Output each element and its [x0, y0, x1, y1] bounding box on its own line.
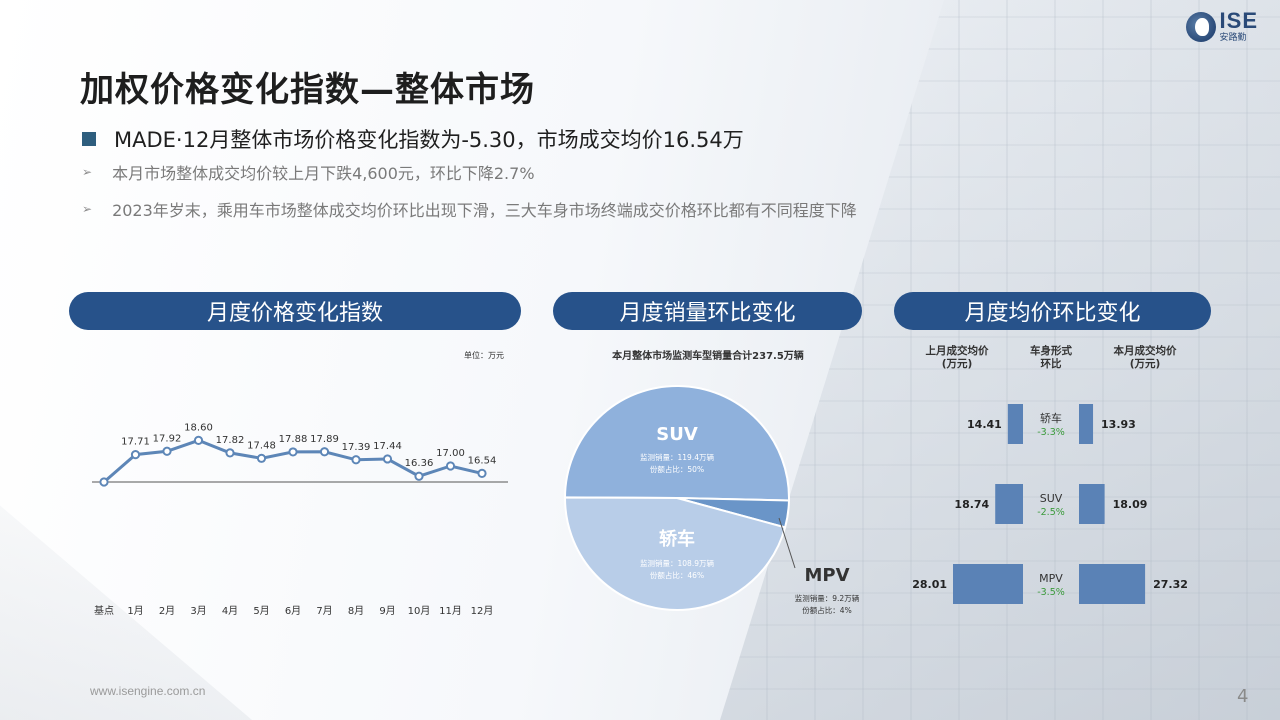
body-type-label: SUV	[1040, 492, 1063, 505]
data-point	[319, 447, 330, 457]
data-label: 17.71	[121, 437, 150, 448]
pie-share-suv: 份额占比：50%	[650, 464, 704, 474]
panel-header-price: 月度均价环比变化	[894, 292, 1211, 330]
change-label: -3.5%	[1037, 587, 1065, 598]
data-label: 17.82	[216, 435, 245, 446]
data-point	[351, 455, 361, 465]
bar-curr-price	[1079, 484, 1105, 524]
bar-curr-price	[1079, 404, 1094, 444]
change-label: -3.3%	[1037, 427, 1065, 438]
x-tick-label: 1月	[127, 605, 143, 617]
value-prev-price: 28.01	[912, 578, 947, 591]
x-tick-label: 12月	[471, 605, 494, 617]
data-point	[382, 454, 393, 464]
change-label: -2.5%	[1037, 507, 1065, 518]
bullet-item: ➢ 2023年岁末，乘用车市场整体成交均价环比出现下滑，三大车身市场终端成交价格…	[82, 197, 857, 221]
pie-title: 本月整体市场监测车型销量合计237.5万辆	[612, 349, 804, 362]
arrow-bullet-icon: ➢	[82, 165, 93, 179]
data-label: 16.54	[468, 455, 497, 466]
value-curr-price: 13.93	[1101, 418, 1136, 431]
data-point	[256, 453, 267, 463]
logo-sub-text: 安路勤	[1219, 33, 1247, 43]
page-number: 4	[1237, 686, 1249, 707]
panel-header-sales: 月度销量环比变化	[553, 292, 862, 330]
pie-volume-suv: 监测销量：119.4万辆	[640, 452, 714, 462]
pie-volume-mpv: 监测销量：9.2万辆	[795, 593, 860, 603]
x-tick-label: 5月	[253, 605, 269, 617]
bar-prev-price	[1007, 404, 1023, 444]
x-tick-label: 4月	[222, 605, 238, 617]
sales-pie-chart: 本月整体市场监测车型销量合计237.5万辆 SUV 监测销量：119.4万辆 份…	[563, 349, 860, 615]
x-tick-label: 9月	[379, 605, 395, 617]
bar-prev-price	[953, 564, 1023, 604]
pie-slice-0	[563, 384, 790, 502]
x-tick-label: 基点	[94, 604, 114, 617]
data-label: 17.92	[153, 433, 182, 444]
x-tick-label: 6月	[285, 605, 301, 617]
value-curr-price: 18.09	[1113, 498, 1148, 511]
page-title: 加权价格变化指数—整体市场	[80, 70, 535, 110]
value-curr-price: 27.32	[1153, 578, 1188, 591]
header-curr-price: (万元)	[1130, 358, 1161, 370]
header-curr-price: 本月成交均价	[1114, 344, 1177, 357]
logo-icon	[1185, 11, 1216, 42]
pie-label-suv: SUV	[656, 424, 698, 445]
body-type-label: MPV	[1039, 572, 1063, 585]
bar-prev-price	[995, 484, 1023, 524]
unit-label: 单位：万元	[464, 350, 504, 360]
mpv-leader-line	[778, 517, 796, 569]
pie-volume-car: 监测销量：108.9万辆	[640, 558, 714, 568]
data-point	[288, 447, 298, 457]
value-prev-price: 14.41	[967, 418, 1002, 431]
data-label: 17.48	[247, 440, 276, 451]
headline: MADE·12月整体市场价格变化指数为-5.30，市场成交均价16.54万	[82, 124, 744, 154]
x-tick-label: 10月	[408, 605, 431, 617]
data-label: 17.00	[436, 448, 465, 459]
header-body-change: 车身形式	[1030, 344, 1072, 357]
data-label: 16.36	[405, 458, 434, 469]
value-prev-price: 18.74	[954, 498, 989, 511]
bullet-text: 本月市场整体成交均价较上月下跌4,600元，环比下降2.7%	[112, 164, 535, 183]
bullet-item: ➢ 本月市场整体成交均价较上月下跌4,600元，环比下降2.7%	[82, 160, 535, 184]
arrow-bullet-icon: ➢	[82, 202, 93, 216]
data-point	[225, 448, 235, 458]
data-point	[414, 471, 424, 481]
data-label: 18.60	[184, 422, 213, 433]
pie-label-car: 轿车	[659, 528, 695, 550]
data-label: 17.39	[342, 442, 371, 453]
x-tick-label: 2月	[159, 605, 175, 617]
data-label: 17.44	[373, 441, 402, 452]
data-point	[162, 446, 172, 456]
pie-slice-2	[563, 496, 787, 611]
logo-main-text: ISE	[1219, 8, 1258, 33]
header-prev-price: 上月成交均价	[926, 344, 989, 357]
x-tick-label: 7月	[316, 605, 332, 617]
x-tick-label: 8月	[348, 605, 364, 617]
data-point	[193, 435, 204, 446]
data-point	[445, 461, 456, 471]
data-label: 17.89	[310, 434, 339, 445]
bullet-text: 2023年岁末，乘用车市场整体成交均价环比出现下滑，三大车身市场终端成交价格环比…	[112, 201, 857, 220]
pie-share-mpv: 份额占比：4%	[802, 605, 851, 615]
data-point	[477, 468, 487, 478]
header-prev-price: (万元)	[942, 358, 973, 370]
pie-share-car: 份额占比：46%	[650, 570, 704, 580]
x-tick-label: 11月	[439, 605, 462, 617]
headline-text: MADE·12月整体市场价格变化指数为-5.30，市场成交均价16.54万	[114, 128, 744, 152]
body-type-label: 轿车	[1040, 411, 1062, 425]
data-label: 17.88	[279, 434, 308, 445]
panel-header-index: 月度价格变化指数	[69, 292, 521, 330]
square-bullet-icon	[82, 132, 96, 146]
x-tick-label: 3月	[190, 605, 206, 617]
company-logo: ISE 安路勤	[1185, 8, 1258, 43]
data-point	[130, 450, 141, 460]
pie-label-mpv: MPV	[804, 565, 849, 586]
bar-curr-price	[1079, 564, 1146, 604]
header-body-change: 环比	[1041, 357, 1063, 370]
footer-url: www.isengine.com.cn	[90, 684, 206, 698]
data-point	[99, 477, 109, 487]
